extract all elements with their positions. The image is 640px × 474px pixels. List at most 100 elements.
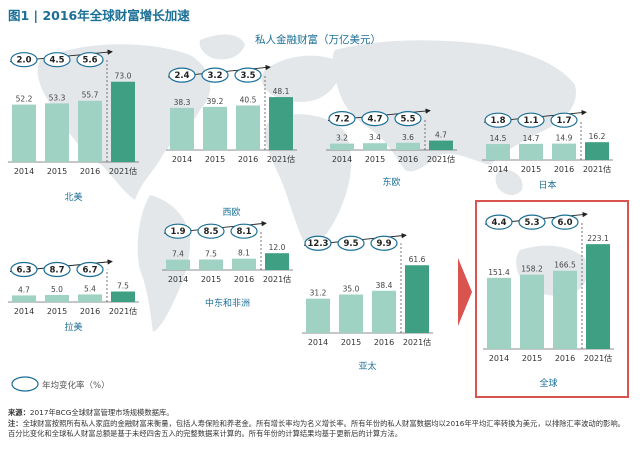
bar (199, 259, 223, 270)
bar (203, 106, 227, 150)
source-line: 来源：2017年BCG全球财富管理市场规模数据库。 (8, 408, 632, 419)
category-tick-label: 2014 (332, 155, 352, 164)
bar-value-label: 52.2 (16, 95, 33, 104)
bar (78, 294, 102, 302)
growth-rate-label: 7.2 (334, 115, 349, 125)
growth-rate-oval (550, 112, 578, 128)
growth-rate-label: 4.5 (49, 56, 64, 66)
bar-value-label: 151.4 (488, 268, 510, 277)
bar (45, 295, 69, 302)
bar-value-label: 5.4 (84, 284, 96, 293)
growth-rate-oval (518, 214, 546, 230)
bar (12, 295, 36, 302)
growth-rate-label: 4.4 (491, 218, 506, 228)
category-tick-label: 2014 (489, 354, 509, 363)
growth-rate-label: 8.5 (203, 227, 218, 237)
category-tick-label: 2015 (201, 275, 221, 284)
growth-rate-label: 2.4 (174, 71, 189, 81)
region-name: 亚太 (358, 360, 376, 372)
bar (339, 294, 363, 333)
note-line: 注：全球财富按照所有私人家庭的金融财富来衡量，包括人寿保险和养老金。所有增长率均… (8, 419, 632, 440)
growth-rate-label: 12.3 (308, 239, 329, 249)
growth-rate-oval (304, 235, 332, 251)
growth-rate-oval (394, 110, 422, 127)
bar-value-label: 8.1 (238, 249, 250, 258)
growth-rate-oval (43, 52, 71, 68)
region-name: 日本 (538, 179, 556, 191)
bar (585, 142, 609, 160)
bar-value-label: 3.2 (336, 134, 348, 143)
category-tick-label: 2014 (14, 167, 34, 176)
panel-2: 3.2 2014 3.4 2015 3.6 2016 4.7 2021估 7.2 4.7 5.5 东欧 (326, 108, 457, 188)
category-tick-label: 2014 (308, 338, 328, 347)
growth-rate-oval (485, 214, 513, 230)
bar (487, 277, 511, 349)
bar (372, 290, 396, 333)
growth-rate-label: 9.5 (343, 239, 358, 249)
region-name: 东欧 (382, 176, 400, 188)
growth-rate-label: 1.7 (556, 116, 571, 126)
bar (552, 143, 576, 160)
bar-value-label: 5.0 (51, 285, 63, 294)
growth-rate-oval (76, 261, 104, 278)
bar-value-label: 166.5 (554, 261, 576, 270)
category-tick-label: 2021估 (267, 154, 295, 164)
category-tick-label: 2016 (80, 167, 100, 176)
growth-rate-label: 4.7 (367, 115, 382, 125)
bar-value-label: 14.5 (490, 134, 507, 143)
growth-rate-oval (484, 112, 512, 128)
bar-value-label: 40.5 (240, 95, 257, 104)
bar (405, 265, 429, 333)
bar (330, 143, 354, 150)
bar-value-label: 223.1 (587, 234, 609, 243)
growth-rate-label: 6.3 (16, 266, 31, 276)
region-name: 西欧 (222, 206, 240, 218)
bar-value-label: 73.0 (115, 72, 132, 81)
growth-rate-label: 5.5 (400, 115, 415, 125)
highlight-arrow (458, 258, 472, 326)
category-tick-label: 2021估 (109, 306, 137, 316)
bar (12, 104, 36, 162)
bar-value-label: 61.6 (409, 255, 426, 264)
category-tick-label: 2015 (47, 307, 67, 316)
growth-rate-oval (168, 67, 196, 83)
growth-rate-label: 9.9 (376, 239, 391, 249)
growth-rate-oval (328, 110, 356, 127)
bar (265, 253, 289, 270)
legend: 年均变化率（%） (11, 376, 110, 392)
growth-rate-label: 1.9 (170, 227, 185, 237)
bar (396, 142, 420, 150)
note-label: 注： (8, 418, 23, 428)
bar (586, 244, 610, 349)
bar (486, 144, 510, 160)
growth-rate-label: 3.2 (207, 71, 222, 81)
category-tick-label: 2015 (341, 338, 361, 347)
bar (363, 143, 387, 150)
global-panel-frame (475, 200, 629, 398)
category-tick-label: 2016 (374, 338, 394, 347)
growth-rate-label: 8.7 (49, 266, 64, 276)
category-tick-label: 2021估 (583, 164, 611, 174)
bar-value-label: 3.4 (369, 133, 381, 142)
category-tick-label: 2021估 (403, 337, 431, 347)
bar-value-label: 16.2 (589, 132, 606, 141)
category-tick-label: 2014 (488, 165, 508, 174)
panel-4: 4.7 2014 5.0 2015 5.4 2016 7.5 2021估 6.3 8.7 6.7 拉美 (8, 259, 139, 333)
category-tick-label: 2014 (172, 155, 192, 164)
source-label: 来源： (8, 408, 30, 417)
panel-5: 7.4 2014 7.5 2015 8.1 2016 12.0 2021估 1.9 8.5 8.1 中… (162, 220, 293, 309)
legend-growth-oval (11, 376, 39, 392)
growth-rate-oval (197, 223, 225, 239)
panel-6: 31.2 2014 35.0 2015 38.4 2016 61.6 2021估 12.3 9.5… (302, 232, 433, 372)
region-name: 拉美 (64, 321, 82, 333)
chart-title: 私人金融财富（万亿美元） (255, 33, 381, 46)
bar-value-label: 38.3 (174, 98, 191, 107)
growth-rate-oval (164, 223, 192, 239)
category-tick-label: 2014 (168, 275, 188, 284)
growth-rate-oval (76, 52, 104, 68)
bar-value-label: 38.4 (376, 281, 393, 290)
growth-rate-oval (234, 67, 262, 83)
panel-0: 52.2 2014 53.3 2015 55.7 2016 73.0 2021估 2.0 4.5 5… (8, 49, 139, 203)
growth-rate-oval (201, 67, 229, 83)
